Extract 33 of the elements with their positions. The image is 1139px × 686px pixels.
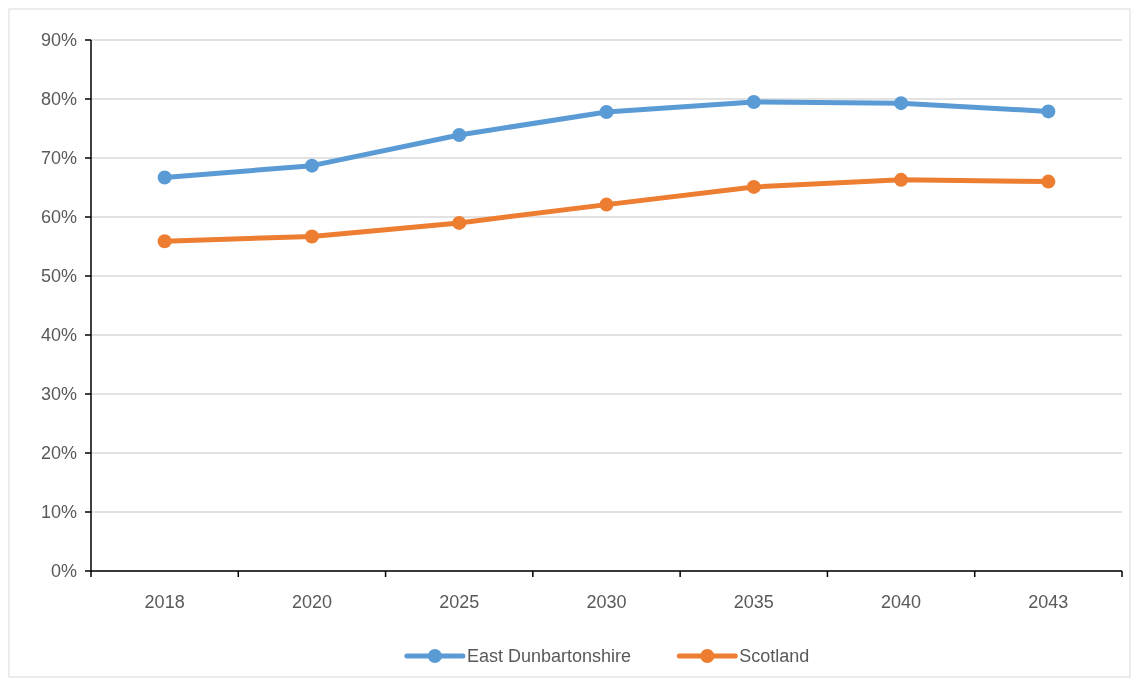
point xyxy=(746,94,761,109)
point xyxy=(157,170,172,185)
y-tick-label: 60% xyxy=(40,207,77,228)
y-tick-label: 20% xyxy=(40,443,77,464)
point xyxy=(304,229,319,244)
x-tick-label: 2030 xyxy=(586,592,627,613)
point xyxy=(599,104,614,119)
y-tick-label: 40% xyxy=(40,325,77,346)
y-tick-label: 30% xyxy=(40,384,77,405)
x-tick-label: 2020 xyxy=(291,592,332,613)
x-tick-label: 2043 xyxy=(1028,592,1069,613)
y-tick-label: 70% xyxy=(40,148,77,169)
y-tick-label: 10% xyxy=(40,502,77,523)
point xyxy=(452,215,467,230)
point xyxy=(304,158,319,173)
legend-label: East Dunbartonshire xyxy=(466,646,631,667)
point xyxy=(599,197,614,212)
point xyxy=(1041,104,1056,119)
x-tick-label: 2040 xyxy=(881,592,922,613)
y-tick-label: 50% xyxy=(40,266,77,287)
point xyxy=(746,179,761,194)
legend-label: Scotland xyxy=(739,646,810,667)
x-tick-label: 2035 xyxy=(733,592,774,613)
x-tick-label: 2025 xyxy=(439,592,480,613)
point xyxy=(1041,174,1056,189)
y-tick-label: 0% xyxy=(50,561,77,582)
point xyxy=(894,96,909,111)
x-tick-label: 2018 xyxy=(144,592,185,613)
point xyxy=(157,234,172,249)
point xyxy=(894,172,909,187)
y-tick-label: 80% xyxy=(40,89,77,110)
point xyxy=(452,127,467,142)
y-tick-label: 90% xyxy=(40,30,77,51)
